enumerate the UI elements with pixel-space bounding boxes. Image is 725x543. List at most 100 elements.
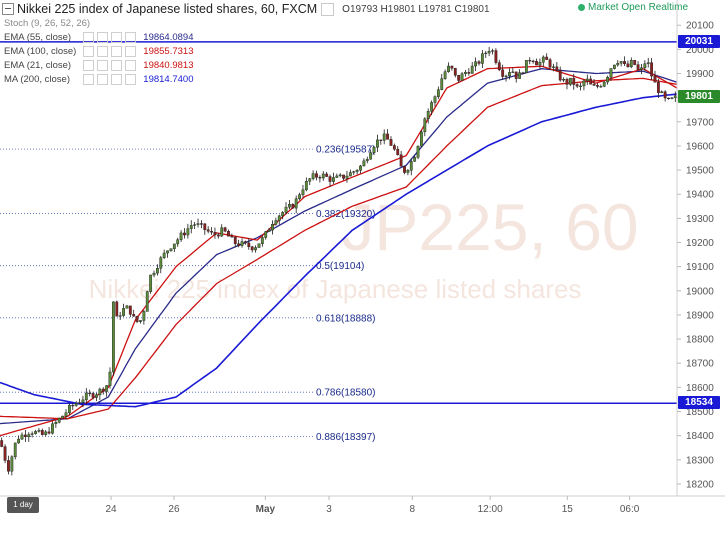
candle-body [667,97,670,100]
indicator-row-ma200[interactable]: MA (200, close) 19814.7400 [4,73,193,86]
candle-body [274,220,278,225]
candle-body [386,133,389,140]
candle-body [61,415,65,419]
settings-icon[interactable] [96,59,108,71]
candle-body [365,159,369,162]
candle-body [633,60,637,65]
eye-icon[interactable] [82,31,94,43]
candle-body [260,237,264,244]
y-tick-label: 18200 [686,479,714,490]
candle-body [558,69,562,81]
indicator-row-stoch[interactable]: Stoch (9, 26, 52, 26) [4,17,90,30]
candle-body [227,230,230,237]
candle-body [288,204,291,208]
candle-body [352,171,356,173]
candle-body [436,89,440,97]
close-icon[interactable] [110,59,122,71]
candle-body [484,52,488,55]
candle-body [166,250,169,254]
candle-body [135,315,139,322]
indicator-row-ema21[interactable]: EMA (21, close) 19840.9813 [4,59,193,72]
candle-body [294,198,298,209]
low-value: 19781 [423,3,452,15]
fib-level-label: 0.236(19587) [316,145,376,156]
candle-body [81,399,85,403]
candle-body [474,61,477,67]
candle-body [433,96,437,103]
candle-body [193,224,197,226]
candle-body [531,60,535,63]
collapse-icon[interactable] [2,3,14,15]
header-settings-icon[interactable] [321,2,335,16]
candle-body [281,212,285,217]
indicator-row-ema100[interactable]: EMA (100, close) 19855.7313 [4,45,193,58]
candle-body [44,431,48,435]
candle-body [203,223,207,230]
candle-body [494,50,498,63]
indicator-buttons[interactable] [82,31,141,44]
candle-body [183,232,186,236]
candle-body [457,75,461,81]
candle-body [467,72,471,74]
candle-body [172,243,176,249]
eye-icon[interactable] [82,45,94,57]
candle-body [264,231,268,238]
x-tick-label: May [256,504,276,515]
candle-body [125,305,129,309]
candle-body [504,75,508,77]
eye-icon[interactable] [82,73,94,85]
indicator-name: MA (200, close) [4,74,70,85]
candle-body [443,71,447,79]
symbol-title: Nikkei 225 index of Japanese listed shar… [17,2,318,16]
candle-body [145,291,149,312]
candle-body [301,189,305,195]
close-icon[interactable] [110,45,122,57]
indicator-buttons[interactable] [82,59,141,72]
candle-body [98,388,102,396]
candle-body [51,423,54,434]
more-icon[interactable] [124,73,136,85]
candle-body [230,236,234,238]
candle-body [298,194,301,199]
settings-icon[interactable] [96,45,108,57]
indicator-name: EMA (21, close) [4,60,72,71]
candle-body [250,246,254,251]
candle-body [389,139,393,146]
indicator-row-ema55[interactable]: EMA (55, close) 19864.0894 [4,31,193,44]
candle-body [10,456,14,472]
candle-body [91,393,95,398]
candle-body [30,433,34,435]
indicator-buttons[interactable] [82,73,141,86]
series-line [0,77,678,420]
fibonacci-levels[interactable]: 0.236(19587) 0.382(19320) 0.5(19104) 0.618(… [0,145,376,443]
candle-body [487,50,491,54]
timeframe-badge[interactable]: 1 day [7,497,39,513]
candle-body [7,460,10,472]
settings-icon[interactable] [96,31,108,43]
close-label: C [454,3,462,15]
indicator-value: 19840.9813 [143,60,194,71]
eye-icon[interactable] [82,59,94,71]
candle-body [528,60,532,62]
candle-body [267,229,271,232]
more-icon[interactable] [124,31,136,43]
price-tag-last: 19801 [678,90,720,104]
candle-body [328,176,332,182]
candle-body [277,215,281,221]
fib-level-label: 0.786(18580) [316,388,376,399]
candle-body [338,174,342,177]
close-icon[interactable] [110,31,122,43]
close-icon[interactable] [110,73,122,85]
candle-body [78,402,81,404]
candle-body [582,80,586,87]
candle-body [636,64,640,70]
candle-body [23,434,27,437]
candle-body [142,311,146,321]
y-tick-label: 19100 [686,262,714,273]
more-icon[interactable] [124,59,136,71]
more-icon[interactable] [124,45,136,57]
settings-icon[interactable] [96,73,108,85]
candle-body [332,177,335,182]
indicator-buttons[interactable] [82,45,141,58]
